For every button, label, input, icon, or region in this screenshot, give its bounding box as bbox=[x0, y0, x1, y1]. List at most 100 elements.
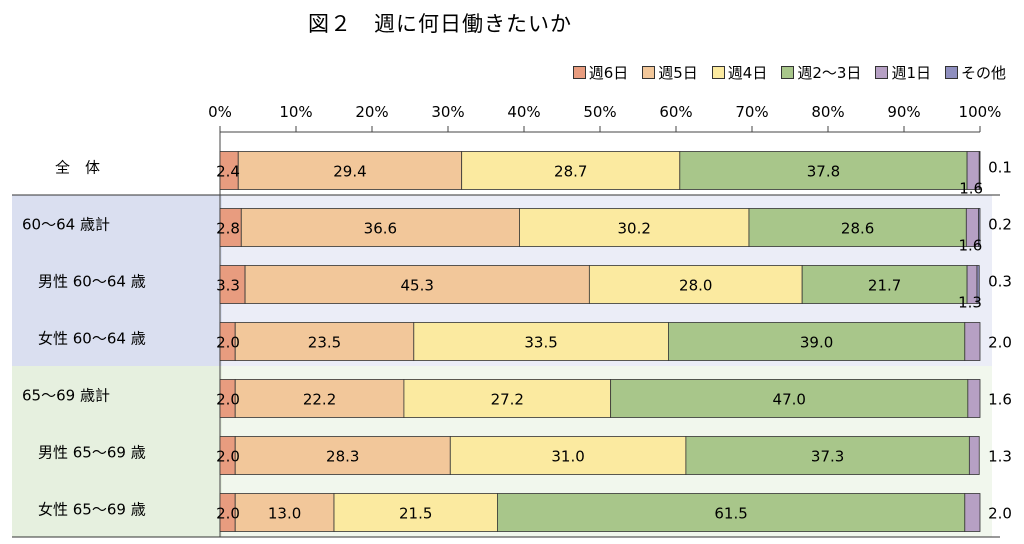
bar-segment bbox=[413, 322, 669, 361]
legend-item: 週5日 bbox=[642, 62, 698, 83]
legend-item: 週2～3日 bbox=[781, 62, 861, 83]
legend-label: その他 bbox=[960, 64, 1006, 82]
x-tick-label: 60% bbox=[659, 103, 692, 121]
data-label: 1.3 bbox=[988, 448, 1012, 466]
bar-segment bbox=[801, 265, 968, 304]
category-label: 女性 60～64 歳 bbox=[38, 330, 146, 348]
group-panel-1 bbox=[12, 366, 222, 537]
bar-segment bbox=[237, 151, 463, 190]
data-label: 21.5 bbox=[399, 505, 432, 523]
category-label: 女性 65～69 歳 bbox=[38, 501, 146, 519]
data-label: 22.2 bbox=[303, 391, 336, 409]
data-label: 2.0 bbox=[216, 448, 240, 466]
data-label: 45.3 bbox=[401, 277, 434, 295]
data-label: 29.4 bbox=[333, 163, 366, 181]
data-label: 28.0 bbox=[679, 277, 712, 295]
data-label: 37.8 bbox=[807, 163, 840, 181]
data-label: 1.6 bbox=[988, 391, 1012, 409]
data-label: 3.3 bbox=[216, 277, 240, 295]
category-label: 60～64 歳計 bbox=[22, 216, 110, 234]
x-tick-label: 70% bbox=[735, 103, 768, 121]
bar-segment bbox=[748, 208, 967, 247]
data-label: 23.5 bbox=[308, 334, 341, 352]
legend-swatch bbox=[711, 66, 725, 79]
x-tick-label: 90% bbox=[887, 103, 920, 121]
legend-label: 週4日 bbox=[727, 64, 768, 82]
bar-segment bbox=[403, 379, 612, 418]
bar-segment bbox=[240, 208, 520, 247]
bar-segment bbox=[964, 493, 981, 532]
bar-segment bbox=[967, 379, 981, 418]
bar-segment bbox=[244, 265, 590, 304]
legend-label: 週2～3日 bbox=[797, 64, 862, 82]
category-label: 全 体 bbox=[55, 159, 100, 177]
legend-swatch bbox=[875, 66, 889, 79]
bar-segment bbox=[234, 322, 415, 361]
data-label: 36.6 bbox=[364, 220, 397, 238]
data-label: 28.3 bbox=[326, 448, 359, 466]
legend-item: 週1日 bbox=[875, 62, 931, 83]
category-label: 男性 60～64 歳 bbox=[38, 273, 146, 291]
data-label: 2.0 bbox=[988, 334, 1012, 352]
data-label: 33.5 bbox=[524, 334, 557, 352]
bar-segment bbox=[964, 322, 981, 361]
data-label: 2.8 bbox=[216, 220, 240, 238]
data-label: 0.1 bbox=[988, 159, 1012, 177]
data-label: 39.0 bbox=[800, 334, 833, 352]
data-label: 28.7 bbox=[554, 163, 587, 181]
bar-segment bbox=[968, 436, 980, 475]
data-label: 31.0 bbox=[551, 448, 584, 466]
bar-segment bbox=[679, 151, 968, 190]
bar-segment bbox=[333, 493, 498, 532]
legend-item: 週4日 bbox=[711, 62, 768, 83]
data-label: 1.6 bbox=[958, 237, 982, 255]
x-tick-label: 10% bbox=[279, 103, 312, 121]
category-label: 65～69 歳計 bbox=[22, 387, 110, 405]
data-label: 1.3 bbox=[958, 294, 982, 312]
data-label: 2.0 bbox=[216, 334, 240, 352]
legend-swatch bbox=[944, 66, 958, 79]
bar-segment bbox=[234, 493, 335, 532]
bar-segment bbox=[685, 436, 970, 475]
bar-segment bbox=[976, 265, 980, 304]
x-tick-label: 50% bbox=[583, 103, 616, 121]
bar-segment bbox=[496, 493, 966, 532]
data-label: 21.7 bbox=[868, 277, 901, 295]
legend: 週6日 週5日 週4日 週2～3日 週1日 その他 bbox=[572, 62, 1006, 83]
data-label: 47.0 bbox=[773, 391, 806, 409]
legend-swatch bbox=[642, 66, 656, 79]
data-label: 28.6 bbox=[841, 220, 874, 238]
x-tick-label: 0% bbox=[208, 103, 232, 121]
bar-segment bbox=[449, 436, 687, 475]
data-label: 2.0 bbox=[216, 505, 240, 523]
data-label: 27.2 bbox=[491, 391, 524, 409]
chart-title: 図２ 週に何日働きたいか bbox=[308, 12, 572, 36]
category-label: 男性 65～69 歳 bbox=[38, 444, 146, 462]
legend-swatch bbox=[781, 66, 795, 79]
data-label: 2.0 bbox=[216, 391, 240, 409]
group-panel-0 bbox=[12, 195, 222, 366]
data-label: 30.2 bbox=[617, 220, 650, 238]
x-tick-label: 100% bbox=[959, 103, 1002, 121]
bar-segment bbox=[610, 379, 969, 418]
bar-segment bbox=[234, 379, 405, 418]
bar-segment bbox=[588, 265, 803, 304]
x-tick-label: 20% bbox=[355, 103, 388, 121]
data-label: 0.2 bbox=[988, 216, 1012, 234]
bar-segment bbox=[519, 208, 750, 247]
data-label: 0.3 bbox=[988, 273, 1012, 291]
bar-segment bbox=[668, 322, 966, 361]
legend-label: 週5日 bbox=[658, 64, 698, 82]
data-label: 13.0 bbox=[268, 505, 301, 523]
legend-swatch bbox=[572, 66, 586, 79]
bar-segment bbox=[978, 151, 981, 190]
data-label: 2.4 bbox=[216, 163, 240, 181]
data-label: 37.3 bbox=[811, 448, 844, 466]
x-tick-label: 40% bbox=[507, 103, 540, 121]
bar-segment bbox=[978, 208, 981, 247]
x-tick-label: 30% bbox=[431, 103, 464, 121]
data-label: 2.0 bbox=[988, 505, 1012, 523]
data-label: 61.5 bbox=[714, 505, 747, 523]
bar-segment bbox=[461, 151, 681, 190]
